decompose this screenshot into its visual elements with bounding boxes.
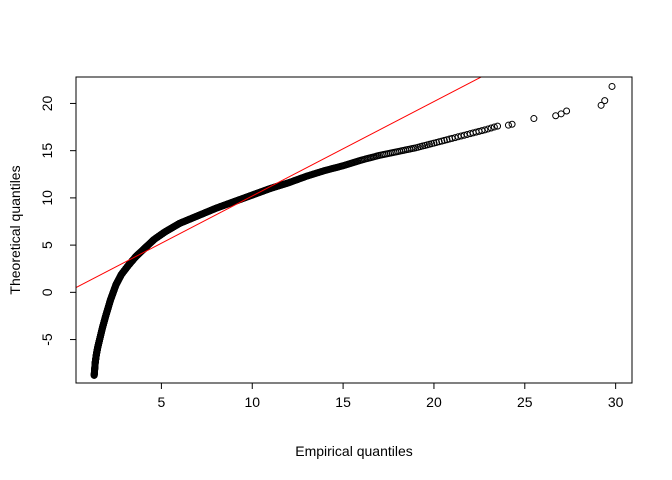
data-point	[487, 124, 495, 132]
y-tick-label: 20	[39, 95, 55, 111]
data-point	[563, 107, 571, 115]
x-axis: 5 10 15 20 25 30	[158, 382, 624, 410]
x-tick-label: 15	[335, 394, 351, 410]
y-axis-title: Theoretical quantiles	[7, 165, 23, 294]
y-tick-label: 0	[39, 288, 55, 296]
data-points	[90, 82, 616, 379]
data-point	[597, 101, 605, 109]
x-axis-title: Empirical quantiles	[295, 443, 413, 459]
x-tick-label: 30	[608, 394, 624, 410]
x-tick-label: 20	[426, 394, 442, 410]
x-tick-label: 5	[158, 394, 166, 410]
data-point	[508, 120, 516, 128]
data-point	[494, 122, 502, 130]
data-point	[484, 125, 492, 133]
x-tick-label: 10	[244, 394, 260, 410]
y-tick-label: 10	[39, 190, 55, 206]
data-point	[601, 97, 609, 105]
reference-line-group	[76, 77, 483, 289]
data-point	[504, 121, 512, 129]
data-point	[530, 115, 538, 123]
plot-frame	[75, 76, 633, 384]
reference-line	[76, 77, 483, 289]
data-point	[490, 123, 498, 131]
x-tick-label: 25	[517, 394, 533, 410]
y-tick-label: 15	[39, 143, 55, 159]
y-tick-label: -5	[39, 333, 55, 346]
data-point	[557, 110, 565, 118]
data-point	[481, 126, 489, 134]
y-tick-label: 5	[39, 241, 55, 249]
y-axis: -5 0 5 10 15 20	[39, 95, 77, 346]
data-point	[608, 82, 616, 90]
data-point	[478, 127, 486, 135]
